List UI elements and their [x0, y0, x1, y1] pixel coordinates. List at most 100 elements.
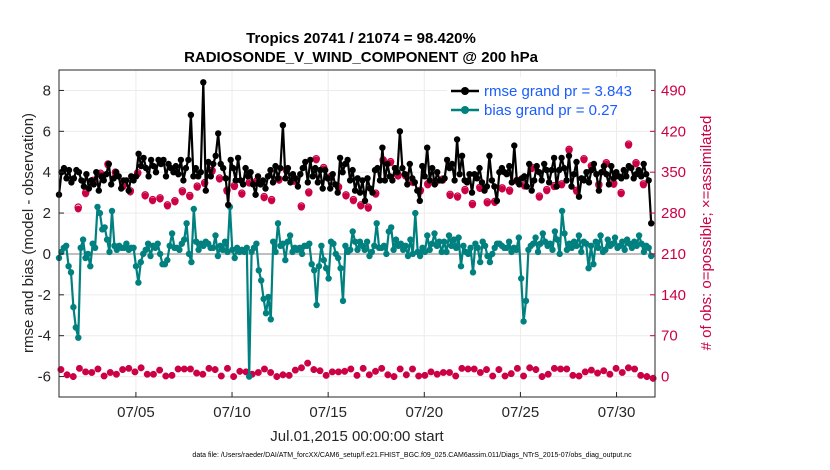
obs-low-glyph	[328, 368, 336, 376]
obs-low-marker	[526, 364, 534, 372]
rmse-point	[215, 130, 222, 137]
rmse-point	[376, 177, 384, 184]
rmse-point	[523, 183, 530, 190]
rmse-point	[205, 158, 212, 166]
rmse-point	[595, 187, 603, 194]
bias-point	[448, 242, 455, 249]
rmse-point	[429, 164, 436, 172]
rmse-point	[207, 173, 214, 180]
obs-low-marker	[174, 365, 182, 373]
obs-low-marker	[649, 374, 657, 382]
obs-low-marker	[143, 370, 151, 378]
obs-low-marker	[119, 366, 127, 373]
obs-low-glyph	[489, 372, 497, 380]
bias-point	[154, 240, 161, 247]
obs-low-glyph	[162, 372, 170, 380]
bias-point	[147, 252, 154, 260]
obs-assimilated-marker	[268, 197, 275, 205]
rmse-point	[548, 166, 555, 174]
bias-point	[445, 232, 453, 239]
rmse-point	[175, 171, 182, 178]
obs-low-marker	[353, 371, 361, 379]
bias-point	[209, 244, 217, 251]
bias-point	[274, 220, 282, 227]
obs-low-glyph	[347, 365, 355, 373]
rmse-point	[140, 154, 147, 162]
obs-low-marker	[365, 371, 373, 379]
rmse-point	[643, 171, 650, 178]
obs-low-marker	[606, 370, 614, 378]
rmse-point	[404, 181, 411, 188]
rmse-point	[443, 156, 451, 164]
bias-point	[330, 240, 337, 247]
rmse-point	[242, 164, 249, 172]
bias-point	[486, 258, 494, 266]
obs-low-marker	[291, 366, 299, 374]
obs-low-glyph	[365, 371, 373, 379]
bias-point	[530, 240, 537, 247]
bias-point	[402, 242, 409, 249]
rmse-point	[580, 177, 588, 184]
bias-point	[65, 263, 72, 270]
obs-assimilated-marker	[558, 181, 566, 189]
bias-point	[349, 228, 356, 235]
rmse-point	[466, 171, 473, 178]
obs-assimilated-marker	[424, 181, 432, 189]
bias-point	[640, 248, 648, 256]
obs-assimilated-marker	[260, 194, 268, 202]
obs-assimilated-marker	[342, 192, 350, 200]
obs-low-marker	[273, 373, 281, 380]
bias-point	[272, 248, 279, 256]
bias-point	[132, 263, 140, 270]
rmse-point	[473, 175, 481, 182]
rmse-point	[396, 128, 404, 135]
obs-low-glyph	[557, 365, 564, 373]
obs-assimilated-glyph	[156, 195, 164, 203]
bias-point	[587, 242, 595, 249]
rmse-point	[648, 220, 655, 227]
obs-low-glyph	[594, 369, 601, 377]
bias-point	[592, 238, 599, 245]
bias-point	[176, 246, 183, 253]
legend: rmse grand pr = 3.843 bias grand pr = 0.…	[447, 77, 651, 119]
obs-low-marker	[550, 364, 558, 372]
obs-low-glyph	[532, 366, 540, 373]
obs-low-glyph	[501, 372, 509, 380]
bias-point	[231, 254, 238, 262]
bias-point	[428, 240, 436, 247]
obs-assimilated-glyph	[260, 194, 268, 202]
bias-point	[443, 248, 450, 256]
bias-point	[315, 263, 323, 270]
bias-point	[578, 248, 585, 256]
bias-point	[438, 248, 445, 256]
rmse-point	[543, 166, 550, 174]
bias-point	[325, 275, 332, 282]
bias-point	[518, 275, 525, 282]
rmse-point	[108, 181, 115, 188]
rmse-point	[645, 177, 652, 184]
rmse-point	[252, 191, 259, 198]
obs-assimilated-glyph	[372, 190, 380, 198]
bias-point	[253, 240, 260, 247]
obs-assimilated-glyph	[498, 185, 506, 193]
bias-point	[190, 205, 197, 213]
bias-point	[229, 246, 236, 253]
rmse-point	[170, 169, 177, 176]
rmse-point	[570, 171, 578, 178]
obs-assimilated-glyph	[543, 187, 551, 195]
bias-point	[296, 244, 303, 251]
bias-point	[561, 230, 568, 237]
bias-point	[392, 236, 400, 243]
rmse-point	[623, 173, 630, 180]
obs-low-marker	[180, 365, 188, 373]
obs-low-marker	[137, 364, 145, 372]
obs-assimilated-marker	[528, 165, 536, 173]
obs-low-glyph	[180, 365, 188, 373]
obs-low-marker	[261, 365, 268, 373]
obs-low-marker	[483, 366, 490, 373]
bias-point	[412, 209, 419, 217]
obs-low-glyph	[452, 372, 460, 380]
obs-low-glyph	[224, 364, 231, 372]
bias-point	[633, 242, 640, 249]
bias-point	[467, 244, 474, 251]
